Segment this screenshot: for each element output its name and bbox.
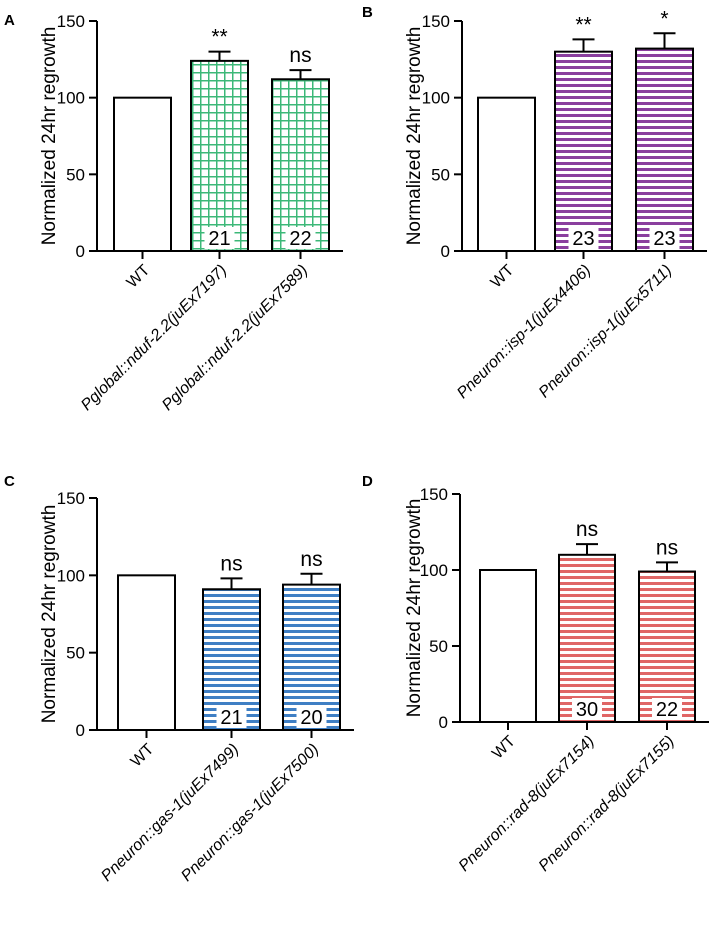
x-tick-label: Pglobal::nduf-2.2(juEx7197) [78,262,230,414]
bar [190,59,249,252]
panel-b: B Normalized 24hr regrowth 0 50 100 150 WT ** 23… [362,4,707,402]
n-label-bg [285,227,316,249]
panel-d: D Normalized 24hr regrowth 0 50 100 150 WT ns 30… [362,473,709,875]
x-tick-label: Pneuron::rad-8(juEx7155) [536,733,678,875]
x-tick-label: Pneuron::isp-1(juEx5711) [536,262,675,401]
n-label: 23 [653,228,675,250]
bar [479,569,537,723]
n-label-bg [204,227,235,249]
n-label: 22 [289,228,311,250]
significance-label: ns [300,548,322,571]
bar [558,553,616,723]
bar [117,574,176,731]
bar [635,47,694,252]
bar [282,583,341,732]
x-tick-label: Pneuron::gas-1(juEx7499) [98,741,242,885]
y-tick-label: 50 [431,165,450,184]
y-tick-label: 0 [76,721,85,740]
y-axis-label: Normalized 24hr regrowth [39,27,60,246]
bar [477,96,536,252]
x-tick-label: Pglobal::nduf-2.2(juEx7589) [159,262,311,414]
panel-letter: C [4,473,15,490]
significance-label: ns [576,518,598,541]
y-tick-label: 0 [76,242,85,261]
significance-label: * [660,7,668,30]
n-label-bg [649,227,680,249]
y-tick-label: 150 [57,12,85,31]
n-label-bg [572,698,602,720]
significance-label: ns [656,536,678,559]
y-axis-label: Normalized 24hr regrowth [39,505,60,724]
panel-letter: A [4,12,15,29]
n-label-bg [568,227,599,249]
n-label-bg [652,698,682,720]
y-tick-label: 50 [66,644,85,663]
x-tick-label: Pneuron::gas-1(juEx7500) [178,741,322,885]
y-tick-label: 0 [439,713,448,732]
n-label-bg [216,706,247,728]
y-axis-label: Normalized 24hr regrowth [404,27,425,246]
y-tick-label: 50 [66,165,85,184]
y-tick-label: 0 [441,242,450,261]
significance-label: ns [220,552,242,575]
panel-letter: D [362,473,373,490]
y-tick-label: 100 [57,89,85,108]
bar [113,96,172,252]
n-label: 22 [656,699,678,721]
significance-label: ** [211,26,227,49]
n-label-bg [296,706,327,728]
n-label: 20 [300,707,322,729]
x-tick-label: Pneuron::rad-8(juEx7154) [456,733,598,875]
y-tick-label: 150 [420,485,448,504]
x-tick-label: WT [124,262,154,292]
significance-label: ns [289,44,311,67]
y-axis-label: Normalized 24hr regrowth [404,499,425,718]
bar [554,50,613,252]
panel-a: A Normalized 24hr regrowth 0 50 100 150 WT ** 21… [4,12,343,414]
x-tick-label: WT [128,741,158,771]
n-label: 30 [576,699,598,721]
bar [638,570,696,724]
x-tick-label: Pneuron::isp-1(juEx4406) [454,262,594,402]
n-label: 23 [572,228,594,250]
y-tick-label: 150 [57,489,85,508]
x-tick-label: WT [489,733,519,763]
y-tick-label: 150 [422,12,450,31]
n-label: 21 [208,228,230,250]
y-tick-label: 100 [57,566,85,585]
n-label: 21 [220,707,242,729]
bar [271,78,330,253]
panel-c: C Normalized 24hr regrowth 0 50 100 150 WT ns 21… [4,473,354,885]
y-tick-label: 100 [422,89,450,108]
y-tick-label: 50 [429,637,448,656]
x-tick-label: WT [488,262,518,292]
significance-label: ** [575,13,591,36]
y-tick-label: 100 [420,561,448,580]
panel-letter: B [362,4,373,21]
